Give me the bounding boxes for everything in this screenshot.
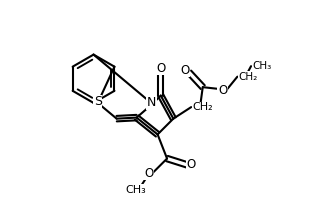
Text: CH₂: CH₂ [238, 72, 258, 82]
Text: N: N [147, 96, 156, 109]
Text: O: O [156, 62, 165, 75]
Text: O: O [144, 167, 153, 180]
Text: CH₃: CH₃ [252, 61, 271, 71]
Text: CH₂: CH₂ [192, 102, 213, 112]
Text: S: S [94, 95, 102, 108]
Text: CH₃: CH₃ [125, 185, 146, 195]
Text: O: O [180, 64, 190, 77]
Text: O: O [218, 84, 227, 97]
Text: O: O [186, 158, 196, 171]
